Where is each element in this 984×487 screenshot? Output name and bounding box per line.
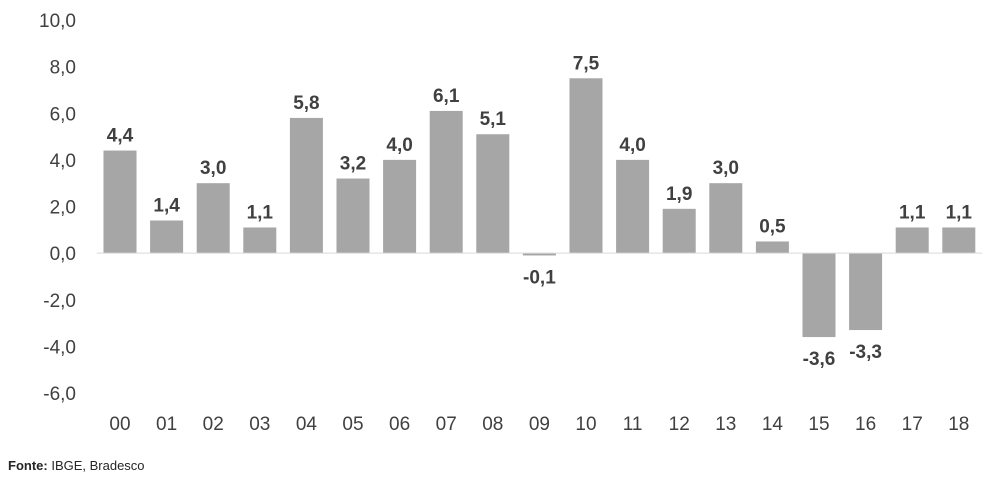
bar-16 bbox=[849, 253, 883, 331]
bar-03 bbox=[243, 227, 277, 254]
x-tick-label: 00 bbox=[109, 414, 130, 435]
bar-chart: 10,0 8,0 6,0 4,0 2,0 0,0 -2,0 -4,0 -6,0 4,4 1,4 3,… bbox=[39, 11, 983, 435]
x-tick-label: 14 bbox=[762, 414, 784, 435]
x-tick-label: 02 bbox=[203, 414, 224, 435]
bar-14 bbox=[755, 241, 789, 254]
x-tick-label: 17 bbox=[902, 414, 923, 435]
y-tick-label: 10,0 bbox=[39, 11, 76, 32]
bar-05 bbox=[336, 178, 370, 254]
data-label-15: -3,6 bbox=[803, 349, 836, 370]
data-label-14: 0,5 bbox=[759, 216, 786, 237]
x-tick-label: 09 bbox=[529, 414, 550, 435]
data-label-16: -3,3 bbox=[849, 342, 882, 363]
data-label-17: 1,1 bbox=[899, 202, 926, 223]
y-tick-label: 6,0 bbox=[50, 104, 76, 125]
y-tick-label: 4,0 bbox=[50, 151, 76, 172]
bar-06 bbox=[383, 159, 417, 254]
bar-07 bbox=[429, 110, 463, 254]
source-label: Fonte: bbox=[8, 458, 48, 473]
x-tick-label: 06 bbox=[389, 414, 410, 435]
bar-10 bbox=[569, 78, 603, 254]
source-text: IBGE, Bradesco bbox=[47, 458, 145, 473]
bar-13 bbox=[709, 183, 743, 254]
data-label-18: 1,1 bbox=[946, 202, 973, 223]
bar-11 bbox=[616, 159, 650, 254]
bar-18 bbox=[942, 227, 976, 254]
x-axis: 00 01 02 03 04 05 06 07 08 09 10 11 12 13 14 15 16 17 18 bbox=[109, 414, 969, 435]
bar-00 bbox=[103, 150, 137, 254]
data-label-04: 5,8 bbox=[293, 93, 319, 114]
bar-08 bbox=[476, 134, 510, 254]
data-label-07: 6,1 bbox=[433, 86, 460, 107]
x-tick-label: 11 bbox=[623, 414, 643, 435]
x-tick-label: 08 bbox=[482, 414, 503, 435]
data-label-10: 7,5 bbox=[573, 53, 600, 74]
data-label-00: 4,4 bbox=[107, 126, 134, 147]
x-tick-label: 12 bbox=[669, 414, 690, 435]
x-tick-label: 03 bbox=[249, 414, 270, 435]
data-label-02: 3,0 bbox=[200, 158, 226, 179]
data-label-08: 5,1 bbox=[480, 109, 507, 130]
y-axis: 10,0 8,0 6,0 4,0 2,0 0,0 -2,0 -4,0 -6,0 bbox=[39, 11, 76, 405]
bar-01 bbox=[150, 220, 184, 254]
y-tick-label: -6,0 bbox=[43, 384, 76, 405]
x-tick-label: 05 bbox=[342, 414, 363, 435]
data-label-05: 3,2 bbox=[340, 154, 366, 175]
x-tick-label: 07 bbox=[436, 414, 457, 435]
bar-15 bbox=[802, 253, 836, 338]
x-tick-label: 16 bbox=[855, 414, 876, 435]
data-label-03: 1,1 bbox=[247, 202, 274, 223]
data-label-06: 4,0 bbox=[386, 135, 412, 156]
data-label-11: 4,0 bbox=[619, 135, 645, 156]
source-note: Fonte: IBGE, Bradesco bbox=[8, 458, 145, 473]
x-tick-label: 18 bbox=[948, 414, 969, 435]
bar-17 bbox=[895, 227, 929, 254]
x-tick-label: 01 bbox=[156, 414, 177, 435]
data-labels: 4,4 1,4 3,0 1,1 5,8 3,2 4,0 6,1 5,1 -0,1 7,5 4,0 1,9… bbox=[107, 53, 973, 370]
y-tick-label: -4,0 bbox=[43, 337, 76, 358]
y-tick-label: 8,0 bbox=[50, 58, 76, 79]
x-tick-label: 10 bbox=[575, 414, 596, 435]
y-tick-label: 0,0 bbox=[50, 244, 76, 265]
y-tick-label: -2,0 bbox=[43, 291, 76, 312]
data-label-09: -0,1 bbox=[523, 267, 556, 288]
x-tick-label: 15 bbox=[808, 414, 829, 435]
bars bbox=[103, 78, 976, 338]
data-label-12: 1,9 bbox=[666, 184, 692, 205]
x-tick-label: 04 bbox=[296, 414, 318, 435]
bar-09 bbox=[522, 253, 556, 256]
bar-02 bbox=[196, 183, 230, 254]
bar-12 bbox=[662, 208, 696, 254]
data-label-01: 1,4 bbox=[153, 195, 180, 216]
x-tick-label: 13 bbox=[715, 414, 736, 435]
y-tick-label: 2,0 bbox=[50, 198, 76, 219]
data-label-13: 3,0 bbox=[713, 158, 739, 179]
bar-04 bbox=[289, 117, 323, 254]
